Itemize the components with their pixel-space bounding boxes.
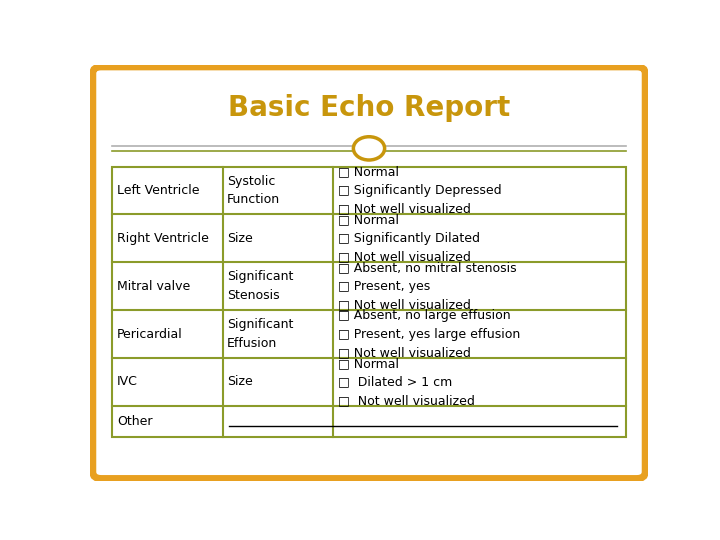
Text: Basic Echo Report: Basic Echo Report [228,94,510,123]
Circle shape [354,137,384,160]
Text: Mitral valve: Mitral valve [117,280,190,293]
Text: □ Normal
□  Dilated > 1 cm
□  Not well visualized: □ Normal □ Dilated > 1 cm □ Not well vis… [338,357,474,407]
Text: Size: Size [227,232,253,245]
Text: Significant
Effusion: Significant Effusion [227,318,294,350]
Text: Significant
Stenosis: Significant Stenosis [227,271,294,302]
Text: Size: Size [227,375,253,388]
Text: Pericardial: Pericardial [117,328,183,341]
Text: Right Ventricle: Right Ventricle [117,232,209,245]
Text: IVC: IVC [117,375,138,388]
FancyBboxPatch shape [93,67,645,478]
Text: Systolic
Function: Systolic Function [227,175,280,206]
Text: Left Ventricle: Left Ventricle [117,184,199,197]
Text: □ Normal
□ Significantly Dilated
□ Not well visualized: □ Normal □ Significantly Dilated □ Not w… [338,213,480,264]
Text: □ Normal
□ Significantly Depressed
□ Not well visualized: □ Normal □ Significantly Depressed □ Not… [338,166,501,215]
Text: □ Absent, no large effusion
□ Present, yes large effusion
□ Not well visualized: □ Absent, no large effusion □ Present, y… [338,309,520,359]
Text: □ Absent, no mitral stenosis
□ Present, yes
□ Not well visualized: □ Absent, no mitral stenosis □ Present, … [338,261,516,311]
Bar [112,167,626,437]
Text: Other: Other [117,415,153,428]
